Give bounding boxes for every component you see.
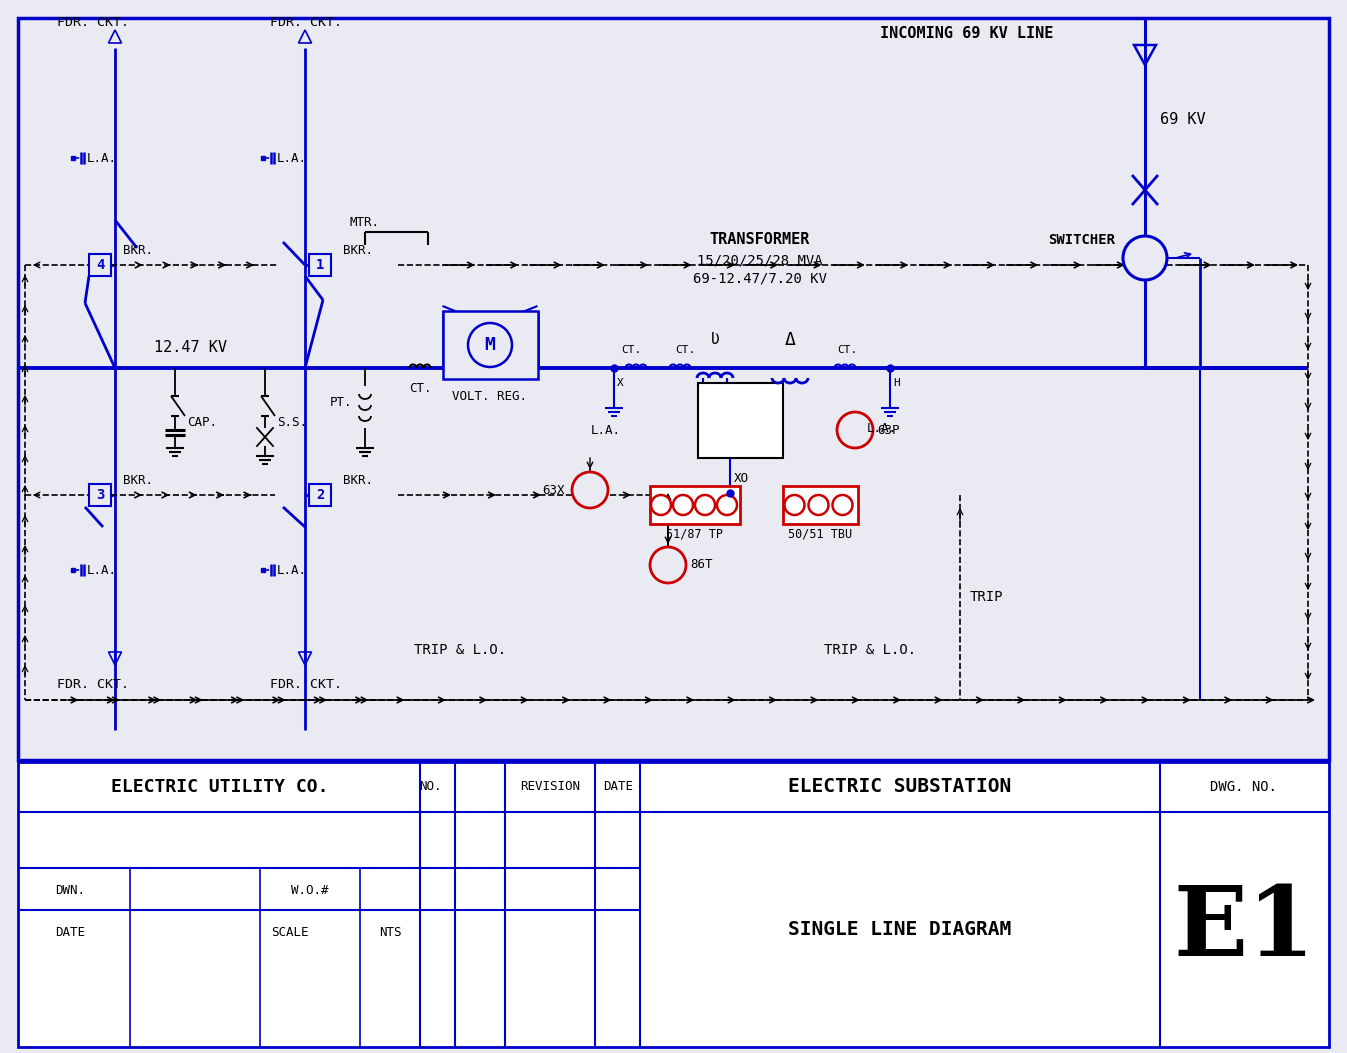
Bar <box>89 484 110 506</box>
Text: TRANSFORMER: TRANSFORMER <box>710 233 810 247</box>
Text: H: H <box>893 378 900 388</box>
Text: FDR. CKT.: FDR. CKT. <box>57 678 129 692</box>
Bar <box>89 254 110 276</box>
Text: BKR.: BKR. <box>343 474 373 486</box>
Text: DWG. NO.: DWG. NO. <box>1211 780 1277 794</box>
Text: DATE: DATE <box>55 927 85 939</box>
Text: SCALE: SCALE <box>271 927 308 939</box>
Bar <box>308 484 331 506</box>
Text: NTS: NTS <box>379 927 401 939</box>
Text: X: X <box>617 378 624 388</box>
Circle shape <box>651 547 686 583</box>
Bar <box>783 486 858 524</box>
Text: L.A.: L.A. <box>88 563 117 576</box>
Circle shape <box>572 472 607 508</box>
Circle shape <box>467 323 512 367</box>
Text: PT.: PT. <box>330 397 353 410</box>
Text: 3: 3 <box>96 488 104 502</box>
Circle shape <box>836 412 873 448</box>
Text: 63X: 63X <box>543 483 564 497</box>
Circle shape <box>832 495 853 515</box>
Circle shape <box>784 495 804 515</box>
Text: FDR. CKT.: FDR. CKT. <box>57 16 129 28</box>
Text: M: M <box>485 336 496 354</box>
Text: 12.47 KV: 12.47 KV <box>154 340 226 356</box>
Text: FDR. CKT.: FDR. CKT. <box>269 16 342 28</box>
Text: CT.: CT. <box>675 345 695 355</box>
Text: E1: E1 <box>1173 882 1315 976</box>
Circle shape <box>695 495 715 515</box>
Text: ELECTRIC SUBSTATION: ELECTRIC SUBSTATION <box>788 777 1012 796</box>
Text: 50/51 TBU: 50/51 TBU <box>788 528 853 540</box>
Text: FDR. CKT.: FDR. CKT. <box>269 678 342 692</box>
Text: L.A.: L.A. <box>88 152 117 164</box>
Text: SINGLE LINE DIAGRAM: SINGLE LINE DIAGRAM <box>788 920 1012 939</box>
Circle shape <box>1123 236 1167 280</box>
Text: XO: XO <box>734 472 749 484</box>
Text: DWN.: DWN. <box>55 885 85 897</box>
Text: REVISION: REVISION <box>520 780 581 794</box>
Text: L.A.: L.A. <box>277 152 307 164</box>
Text: TRIP: TRIP <box>970 590 1004 604</box>
Text: BKR.: BKR. <box>343 243 373 257</box>
Circle shape <box>717 495 737 515</box>
Text: 4: 4 <box>96 258 104 272</box>
Text: 15/20/25/28 MVA: 15/20/25/28 MVA <box>698 253 823 267</box>
Text: DATE: DATE <box>603 780 633 794</box>
Bar <box>18 762 1329 1047</box>
Bar <box>443 311 537 379</box>
Text: BKR.: BKR. <box>123 243 154 257</box>
Bar <box>308 254 331 276</box>
Bar <box>18 18 1329 760</box>
Text: CT.: CT. <box>621 345 641 355</box>
Text: Δ: Δ <box>784 331 796 349</box>
Text: CT.: CT. <box>836 345 857 355</box>
Text: 63P: 63P <box>877 423 900 437</box>
Text: MTR.: MTR. <box>350 216 380 229</box>
Text: 1: 1 <box>315 258 325 272</box>
Text: 69-12.47/7.20 KV: 69-12.47/7.20 KV <box>692 271 827 285</box>
Text: NO.: NO. <box>419 780 442 794</box>
Text: Ʋ: Ʋ <box>710 333 719 347</box>
Text: TRIP & L.O.: TRIP & L.O. <box>414 643 506 657</box>
Text: 86T: 86T <box>690 558 713 572</box>
Text: BKR.: BKR. <box>123 474 154 486</box>
Text: CAP.: CAP. <box>187 417 217 430</box>
Bar <box>698 383 783 458</box>
Circle shape <box>808 495 828 515</box>
Text: L.A.: L.A. <box>867 421 897 435</box>
Circle shape <box>651 495 671 515</box>
Text: VOLT. REG.: VOLT. REG. <box>453 391 528 403</box>
Text: 2: 2 <box>315 488 325 502</box>
Text: S.S.: S.S. <box>277 417 307 430</box>
Text: W.O.#: W.O.# <box>291 885 329 897</box>
Text: SWITCHER: SWITCHER <box>1048 233 1115 247</box>
Text: TRIP & L.O.: TRIP & L.O. <box>824 643 916 657</box>
Text: ELECTRIC UTILITY CO.: ELECTRIC UTILITY CO. <box>112 778 329 796</box>
Bar <box>651 486 740 524</box>
Text: 51/87 TP: 51/87 TP <box>667 528 723 540</box>
Text: 69 KV: 69 KV <box>1160 113 1206 127</box>
Text: INCOMING 69 KV LINE: INCOMING 69 KV LINE <box>880 25 1053 40</box>
Circle shape <box>674 495 692 515</box>
Text: CT.: CT. <box>408 381 431 395</box>
Text: L.A.: L.A. <box>277 563 307 576</box>
Text: L.A.: L.A. <box>591 423 621 437</box>
